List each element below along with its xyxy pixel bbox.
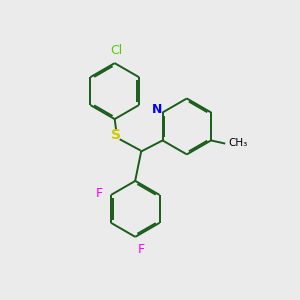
Text: CH₃: CH₃ [229,138,248,148]
Text: N: N [152,103,162,116]
Text: Cl: Cl [110,44,122,57]
Text: S: S [111,128,121,142]
Text: F: F [96,187,103,200]
Text: F: F [138,243,145,256]
